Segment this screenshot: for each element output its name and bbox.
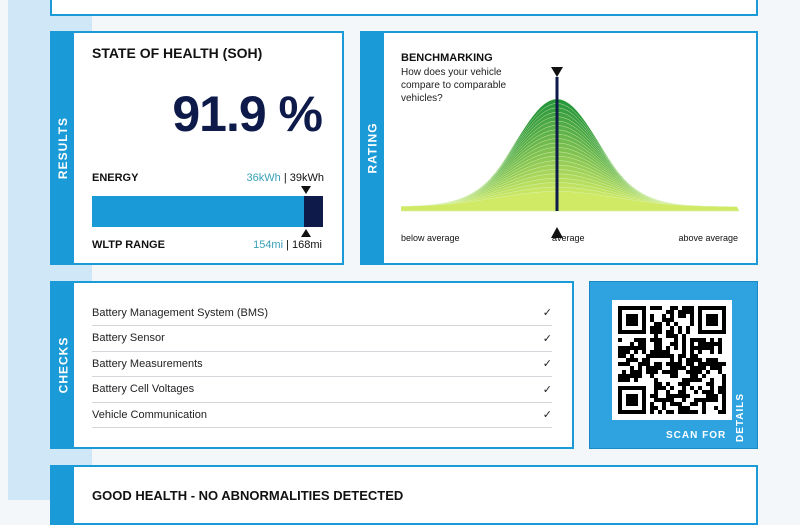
check-label: Vehicle Communication bbox=[92, 408, 207, 421]
marker-down-icon bbox=[551, 67, 563, 77]
benchmark-title: BENCHMARKING bbox=[401, 52, 493, 64]
checks-side-label: CHECKS bbox=[52, 283, 74, 447]
marker-down-icon bbox=[301, 186, 311, 194]
soh-value: 91.9 % bbox=[172, 86, 323, 142]
range-label: WLTP RANGE bbox=[92, 239, 165, 251]
check-item: Battery Measurements ✓ bbox=[92, 351, 552, 377]
qr-caption-vertical: DETAILS bbox=[735, 392, 746, 442]
qr-caption: SCAN FOR bbox=[666, 430, 727, 441]
check-label: Battery Measurements bbox=[92, 357, 203, 370]
below-average-label: below average bbox=[401, 233, 460, 243]
energy-values: 36kWh | 39kWh bbox=[246, 172, 324, 184]
checkmark-icon: ✓ bbox=[542, 332, 552, 345]
results-side-label: RESULTS bbox=[52, 33, 74, 263]
check-item: Battery Cell Voltages ✓ bbox=[92, 377, 552, 403]
check-label: Battery Cell Voltages bbox=[92, 383, 195, 395]
checkmark-icon: ✓ bbox=[542, 383, 552, 396]
energy-label: ENERGY bbox=[92, 172, 139, 184]
qr-code[interactable] bbox=[612, 300, 732, 420]
top-card bbox=[50, 0, 758, 16]
qr-code-image bbox=[618, 306, 726, 414]
marker-up-icon bbox=[551, 227, 563, 238]
summary-title: GOOD HEALTH - NO ABNORMALITIES DETECTED bbox=[92, 488, 404, 503]
check-item: Battery Sensor ✓ bbox=[92, 326, 552, 352]
soh-title: STATE OF HEALTH (SOH) bbox=[92, 45, 263, 61]
check-item: Battery Management System (BMS) ✓ bbox=[92, 300, 552, 326]
average-label: average bbox=[552, 233, 585, 243]
benchmark-curve bbox=[401, 67, 740, 238]
checkmark-icon: ✓ bbox=[542, 409, 552, 421]
checkmark-icon: ✓ bbox=[542, 358, 552, 370]
check-item: Vehicle Communication ✓ bbox=[92, 402, 552, 428]
energy-current: 36kWh bbox=[246, 172, 281, 184]
check-label: Battery Sensor bbox=[92, 332, 165, 344]
qr-panel[interactable]: SCAN FOR DETAILS bbox=[589, 281, 758, 449]
range-original: 168mi bbox=[292, 239, 322, 251]
curve-layer bbox=[401, 191, 740, 212]
checkmark-icon: ✓ bbox=[542, 307, 552, 319]
soh-bar bbox=[92, 196, 323, 227]
marker-up-icon bbox=[301, 229, 311, 237]
rating-card: RATING BENCHMARKING How does your vehicl… bbox=[360, 31, 758, 265]
range-values: 154mi | 168mi bbox=[253, 239, 322, 251]
check-label: Battery Management System (BMS) bbox=[92, 306, 269, 319]
soh-bar-fill bbox=[92, 196, 305, 227]
checks-card: CHECKS Battery Management System (BMS) ✓ B… bbox=[50, 281, 574, 449]
benchmark-question: How does your vehicle compare to compara… bbox=[401, 67, 507, 104]
rating-side-label: RATING bbox=[362, 33, 384, 263]
energy-original: 39kWh bbox=[289, 172, 324, 184]
summary-card: GOOD HEALTH - NO ABNORMALITIES DETECTED bbox=[50, 465, 758, 525]
results-card: RESULTS STATE OF HEALTH (SOH) 91.9 % ENE… bbox=[50, 31, 344, 265]
range-current: 154mi bbox=[253, 239, 284, 251]
above-average-label: above average bbox=[678, 233, 738, 243]
